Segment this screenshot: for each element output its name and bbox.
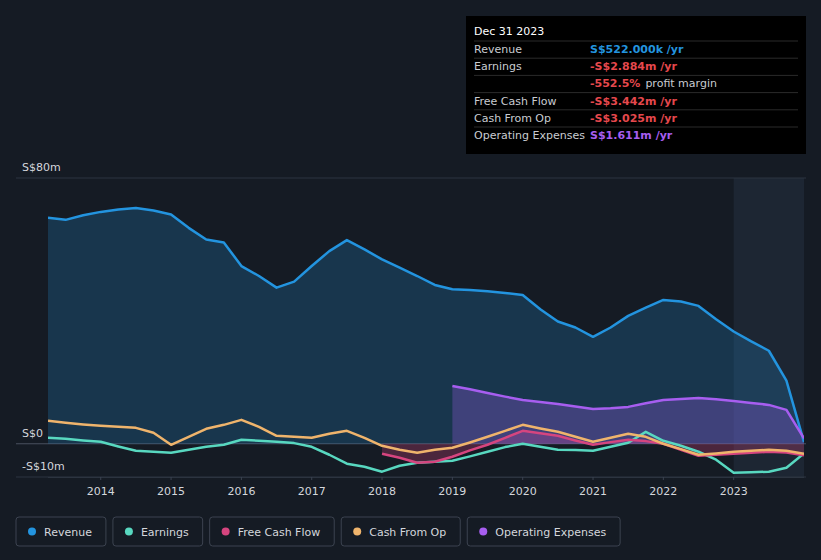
legend-box [113,517,203,546]
x-tick-label: 2022 [649,485,677,498]
tooltip-value: S$1.611m /yr [590,129,673,142]
legend-swatch [479,528,487,536]
legend-swatch [125,528,133,536]
legend-box [341,517,460,546]
x-tick [452,477,453,480]
series-line [48,420,804,455]
tooltip-label: Free Cash Flow [474,95,557,108]
y-tick-label: S$0 [22,427,43,440]
x-tick [171,477,172,480]
legend-item: Operating Expenses [467,517,620,546]
tooltip-separator [474,92,798,93]
legend-label: Earnings [141,526,189,539]
tooltip-separator [474,58,798,59]
legend-label: Revenue [44,526,92,539]
x-tick [241,477,242,480]
x-tick-label: 2020 [509,485,537,498]
legend-box [16,517,106,546]
legend-item: Revenue [16,517,106,546]
legend-label: Operating Expenses [495,526,606,539]
x-tick-label: 2023 [720,485,748,498]
tooltip-note: profit margin [645,77,717,90]
chart: -S$10m S$0 S$80m 2014 2015 2016 2017 2018 2019 20… [0,0,821,560]
legend-label: Cash From Op [369,526,446,539]
legend-swatch [222,528,230,536]
legend-item: Free Cash Flow [210,517,335,546]
x-tick-label: 2015 [157,485,185,498]
legend-box [467,517,620,546]
tooltip-label: Cash From Op [474,112,551,125]
tooltip-value: -S$3.025m /yr [590,112,677,125]
tooltip-label: Operating Expenses [474,129,585,142]
legend-box [210,517,335,546]
tooltip-value: S$522.000k /yr [590,43,684,56]
y-tick-label: -S$10m [22,460,65,473]
background [0,0,821,560]
legend-swatch [353,528,361,536]
tooltip-separator [474,75,798,76]
x-tick [663,477,664,480]
series-line [382,431,804,463]
series-area [48,208,804,444]
x-tick [382,477,383,480]
legend-swatch [28,528,36,536]
x-tick [100,477,101,480]
legend-label: Free Cash Flow [238,526,321,539]
x-tick-label: 2018 [368,485,396,498]
y-tick-label: S$80m [22,161,61,174]
tooltip-label: Earnings [474,60,522,73]
plot-area [48,208,804,473]
tooltip-label: Revenue [474,43,522,56]
tooltip-separator [474,109,798,110]
grid-line [16,477,806,478]
x-tick-label: 2021 [579,485,607,498]
x-tick [593,477,594,480]
tooltip-value: -S$2.884m /yr [590,60,677,73]
legend-item: Cash From Op [341,517,460,546]
legend-item: Earnings [113,517,203,546]
tooltip-value: -552.5% [590,77,640,90]
tooltip-separator [474,127,798,128]
x-axis-line [48,477,804,478]
x-tick [311,477,312,480]
tooltip-separator [474,41,798,42]
x-tick-label: 2014 [87,485,115,498]
grid-line [16,178,806,179]
x-tick [522,477,523,480]
x-tick [733,477,734,480]
series-line [48,208,804,442]
x-tick-label: 2016 [227,485,255,498]
x-tick-label: 2017 [298,485,326,498]
tooltip-box [466,16,806,154]
tooltip-title: Dec 31 2023 [474,25,544,38]
x-tick-label: 2019 [438,485,466,498]
series-line [452,386,804,438]
series-area [452,386,804,444]
tooltip-value: -S$3.442m /yr [590,95,677,108]
